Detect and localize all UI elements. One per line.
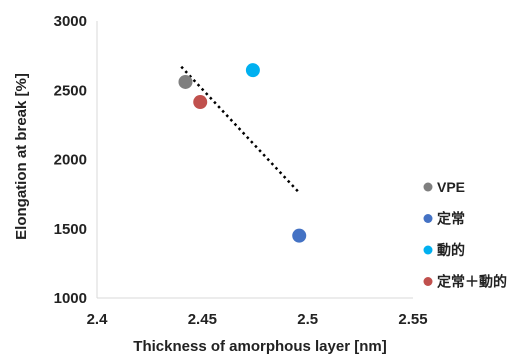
y-tick-label: 2000 (54, 152, 87, 169)
legend-marker (423, 277, 433, 286)
x-tick-label: 2.45 (188, 311, 217, 328)
x-axis-ticks: 2.4 2.45 2.5 2.55 (87, 311, 428, 328)
legend-marker (423, 214, 433, 223)
legend-marker (423, 245, 433, 255)
x-tick-label: 2.5 (297, 311, 318, 328)
data-points (178, 63, 307, 243)
plot-area (96, 21, 413, 299)
y-axis-title: Elongation at break [%] (13, 73, 30, 240)
legend-label: VPE (437, 179, 465, 195)
legend-label: 動的 (437, 242, 465, 258)
y-tick-label: 1000 (54, 290, 87, 307)
y-axis-ticks: 1000 1500 2000 2500 3000 (54, 13, 87, 307)
x-axis-title: Thickness of amorphous layer [nm] (133, 338, 386, 355)
data-point (193, 95, 208, 110)
y-tick-label: 3000 (54, 13, 87, 30)
data-point (245, 63, 260, 78)
data-point (178, 74, 193, 89)
trendline (180, 65, 301, 194)
y-tick-label: 1500 (54, 221, 87, 238)
legend-label: 定常 (437, 211, 465, 227)
data-point (292, 228, 307, 243)
legend-label: 定常＋動的 (437, 274, 507, 290)
y-tick-label: 2500 (54, 82, 87, 99)
x-tick-label: 2.55 (398, 311, 427, 328)
x-tick-label: 2.4 (87, 311, 109, 328)
legend-marker (423, 182, 433, 192)
